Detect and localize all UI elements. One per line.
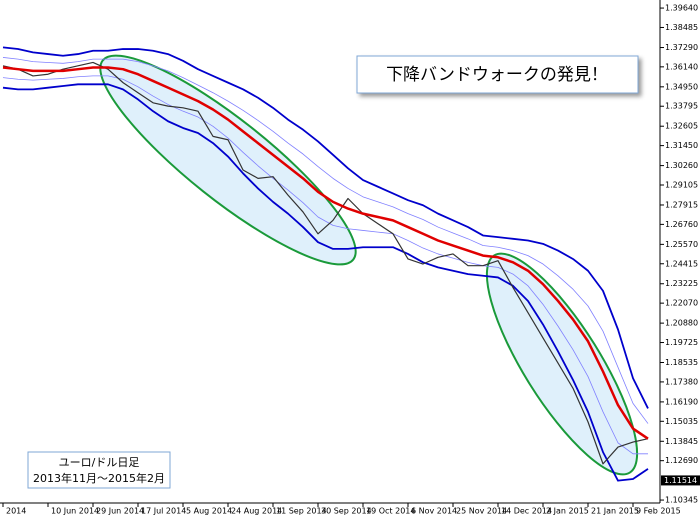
x-tick-label: 5 Aug 2014 — [186, 507, 232, 516]
y-tick-label: 1.23225 — [665, 279, 698, 288]
y-tick-label: 1.25570 — [665, 240, 698, 249]
y-tick-label: 1.20880 — [665, 319, 698, 328]
callout-text: 下降バンドウォークの発見！ — [386, 65, 608, 85]
series-line — [2, 46, 649, 409]
x-tick-label: 19 Oct 2014 — [366, 507, 415, 516]
x-tick-label: 9 Feb 2015 — [636, 507, 681, 516]
y-tick-label: 1.26760 — [665, 220, 698, 229]
x-tick-label: 25 Nov 2014 — [456, 507, 507, 516]
highlight-ellipse — [99, 54, 357, 266]
x-tick-label: 11 Sep 2014 — [276, 507, 327, 516]
y-tick-label: 1.27915 — [665, 200, 698, 209]
y-tick-label: 1.37290 — [665, 43, 698, 52]
series-line — [2, 66, 649, 440]
y-tick-label: 1.32605 — [665, 122, 698, 131]
x-tick-label: 14 Dec 2014 — [501, 507, 552, 516]
y-tick-label: 1.10345 — [665, 496, 698, 505]
x-tick-label: 24 Aug 2014 — [231, 507, 282, 516]
y-tick-label: 1.31450 — [665, 141, 698, 150]
info-box — [27, 451, 171, 489]
last-price-label: 1.11514 — [664, 476, 697, 485]
x-tick-label: 30 Sep 2014 — [321, 507, 372, 516]
x-tick-label: 21 Jan 2015 — [591, 507, 639, 516]
series-line — [2, 83, 649, 482]
series-line — [2, 75, 648, 455]
info-period: 2013年11月～2015年2月 — [33, 471, 165, 485]
x-tick-label: 6 Nov 2014 — [411, 507, 457, 516]
y-tick-label: 1.17380 — [665, 377, 698, 386]
y-tick-label: 1.29105 — [665, 180, 698, 189]
y-tick-label: 1.36140 — [665, 62, 698, 71]
series-line — [2, 61, 649, 465]
y-tick-label: 1.12690 — [665, 456, 698, 465]
y-tick-label: 1.16190 — [665, 397, 698, 406]
y-tick-label: 1.34950 — [665, 82, 698, 91]
x-tick-label: 10 Jun 2014 — [51, 507, 99, 516]
y-tick-label: 1.19725 — [665, 338, 698, 347]
y-tick-label: 1.38485 — [665, 23, 698, 32]
y-tick-label: 1.24415 — [665, 259, 698, 268]
y-tick-label: 1.15035 — [665, 417, 698, 426]
info-title: ユーロ/ドル日足 — [59, 456, 140, 469]
x-tick-label: 29 Jun 2014 — [96, 507, 144, 516]
y-tick-label: 1.22070 — [665, 299, 698, 308]
last-price-box — [661, 475, 700, 486]
y-tick-label: 1.18535 — [665, 358, 698, 367]
y-tick-label: 1.39640 — [665, 4, 698, 13]
x-tick-label: 2 Jan 2015 — [546, 507, 589, 516]
series-layer — [2, 46, 649, 482]
x-tick-label: 17 Jul 2014 — [141, 507, 186, 516]
x-tick-label: 2014 — [6, 507, 26, 516]
callout-box — [356, 55, 639, 94]
y-tick-label: 1.13845 — [665, 437, 698, 446]
y-tick-label: 1.33795 — [665, 102, 698, 111]
series-line — [2, 57, 649, 424]
y-tick-label: 1.30260 — [665, 161, 698, 170]
highlight-ellipse — [485, 252, 639, 476]
